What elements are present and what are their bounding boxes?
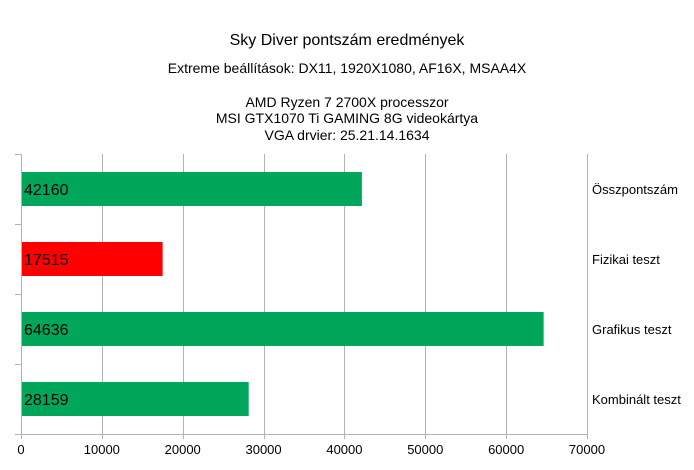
chart-note-gpu: MSI GTX1070 Ti GAMING 8G videokártya [215,110,479,126]
x-tick-label-4: 40000 [326,442,362,457]
bar-2 [22,312,544,346]
x-tick-label-2: 20000 [165,442,201,457]
x-tick-label-5: 50000 [407,442,443,457]
category-label-1: Fizikai teszt [592,252,660,267]
x-tick-label-1: 10000 [84,442,120,457]
bar-1 [22,242,163,276]
chart-subtitle: Extreme beállítások: DX11, 1920X1080, AF… [167,60,527,76]
bar-0 [22,172,362,206]
x-tick-label-3: 30000 [245,442,281,457]
category-label-3: Kombinált teszt [592,392,681,407]
data-label-3: 28159 [24,392,69,409]
data-label-1: 17515 [24,252,69,269]
x-tick-label-0: 0 [17,442,24,457]
chart-note-cpu: AMD Ryzen 7 2700X processzor [245,94,449,110]
category-label-2: Grafikus teszt [592,322,672,337]
x-tick-label-7: 70000 [569,442,605,457]
bar-3 [22,382,249,416]
data-label-0: 42160 [24,182,69,199]
chart-title: Sky Diver pontszám eredmények [229,32,465,49]
chart-note-driver: VGA drvier: 25.21.14.1634 [264,127,430,143]
x-tick-label-6: 60000 [488,442,524,457]
data-label-2: 64636 [24,322,69,339]
category-label-0: Összpontszám [592,182,678,197]
